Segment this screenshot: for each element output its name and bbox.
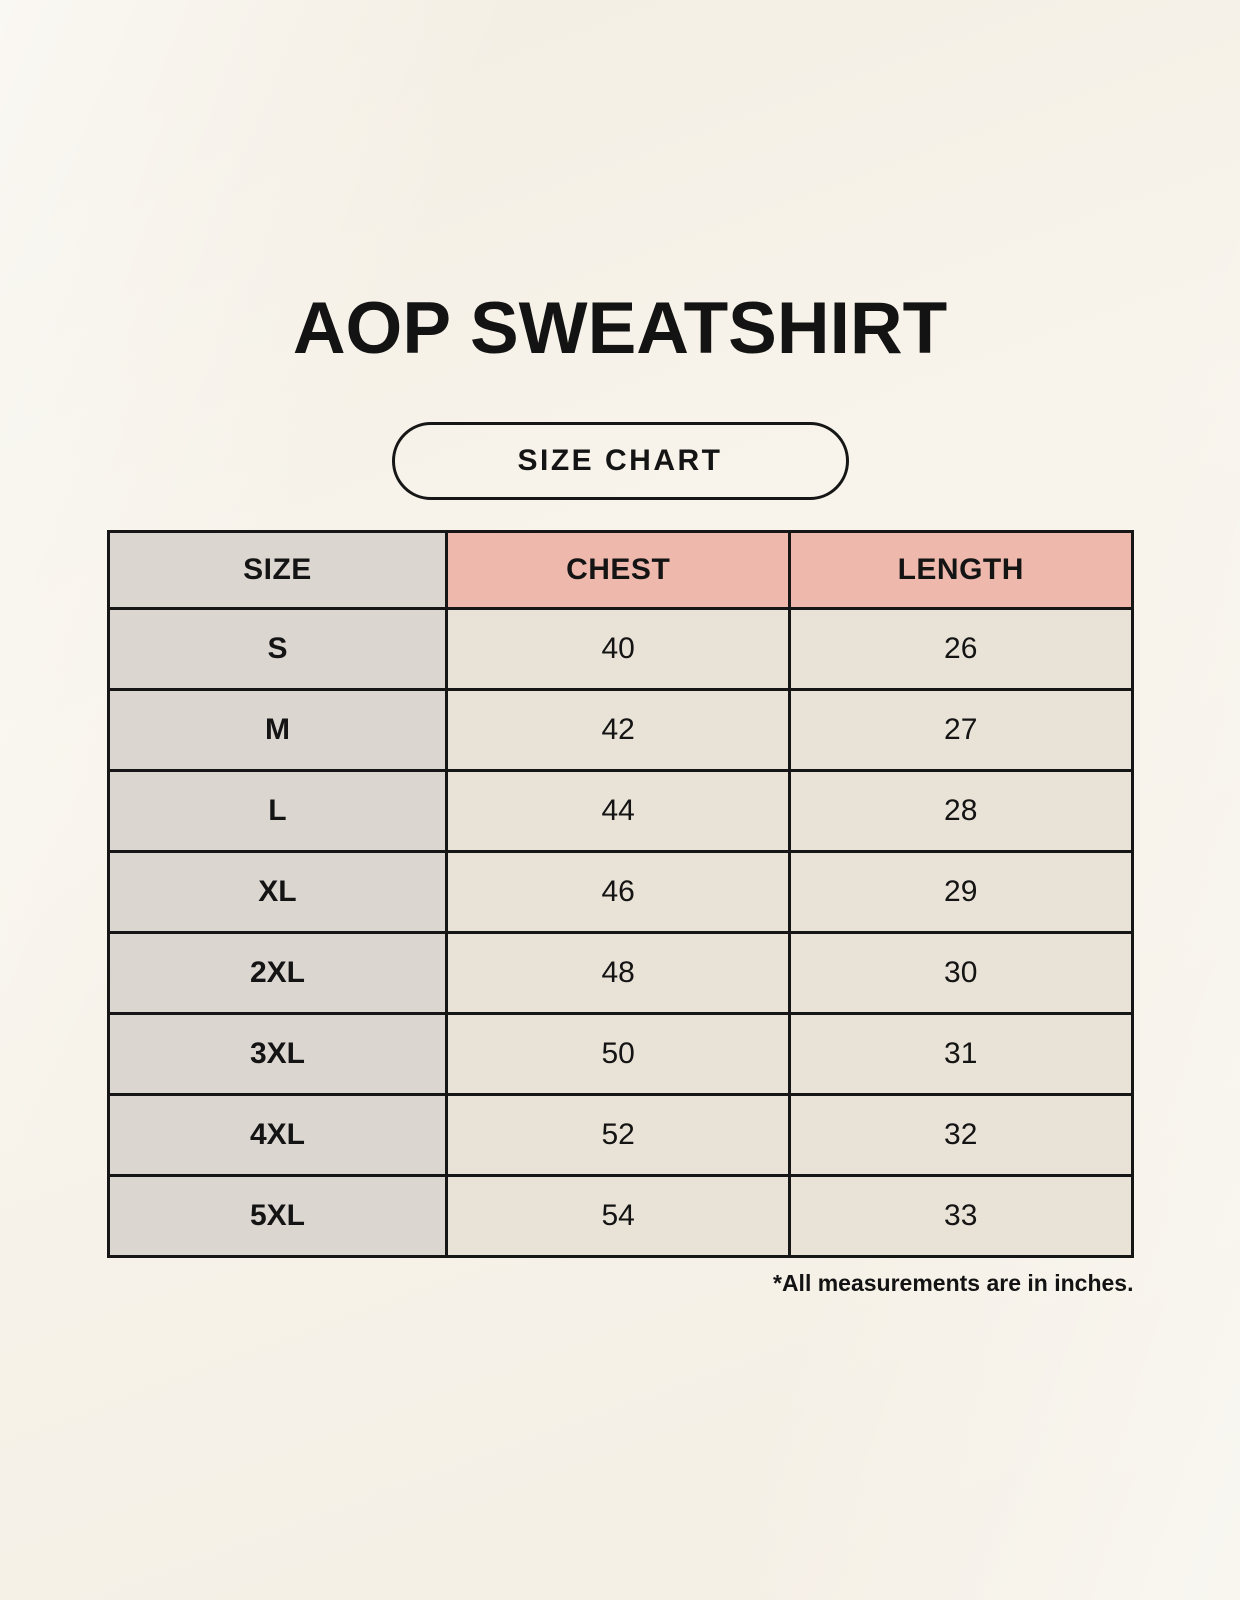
chest-cell: 40 — [445, 607, 791, 691]
length-cell: 29 — [787, 850, 1134, 934]
length-cell: 31 — [787, 1012, 1134, 1096]
size-cell: M — [106, 688, 449, 772]
length-cell: 33 — [787, 1174, 1134, 1258]
chest-cell: 54 — [445, 1174, 791, 1258]
chest-cell: 44 — [445, 769, 791, 853]
chest-cell: 46 — [445, 850, 791, 934]
chest-cell: 42 — [445, 688, 791, 772]
column-header-chest: CHEST — [445, 530, 791, 610]
table-header-row: SIZE CHEST LENGTH — [106, 530, 1134, 610]
size-chart-badge[interactable]: SIZE CHART — [391, 422, 849, 500]
table-row: 4XL 52 32 — [106, 1093, 1134, 1177]
table-row: M 42 27 — [106, 688, 1134, 772]
size-cell: XL — [106, 850, 449, 934]
chest-cell: 52 — [445, 1093, 791, 1177]
size-cell: 3XL — [106, 1012, 449, 1096]
table-row: XL 46 29 — [106, 850, 1134, 934]
length-cell: 26 — [787, 607, 1134, 691]
table-row: 5XL 54 33 — [106, 1174, 1134, 1258]
size-cell: 5XL — [106, 1174, 449, 1258]
measurements-footnote: *All measurements are in inches. — [773, 1270, 1134, 1296]
table-row: 2XL 48 30 — [106, 931, 1134, 1015]
table-row: 3XL 50 31 — [106, 1012, 1134, 1096]
chest-cell: 50 — [445, 1012, 791, 1096]
column-header-length: LENGTH — [787, 530, 1134, 610]
table-row: S 40 26 — [106, 607, 1134, 691]
size-cell: L — [106, 769, 449, 853]
badge-container: SIZE CHART — [0, 422, 1240, 500]
size-table: SIZE CHEST LENGTH S 40 26 M 42 27 L 44 2… — [106, 530, 1134, 1258]
length-cell: 28 — [787, 769, 1134, 853]
size-cell: 4XL — [106, 1093, 449, 1177]
size-cell: S — [106, 607, 449, 691]
length-cell: 30 — [787, 931, 1134, 1015]
chest-cell: 48 — [445, 931, 791, 1015]
length-cell: 32 — [787, 1093, 1134, 1177]
page-title: AOP SWEATSHIRT — [292, 288, 948, 369]
column-header-size: SIZE — [106, 530, 449, 610]
table-row: L 44 28 — [106, 769, 1134, 853]
length-cell: 27 — [787, 688, 1134, 772]
size-cell: 2XL — [106, 931, 449, 1015]
